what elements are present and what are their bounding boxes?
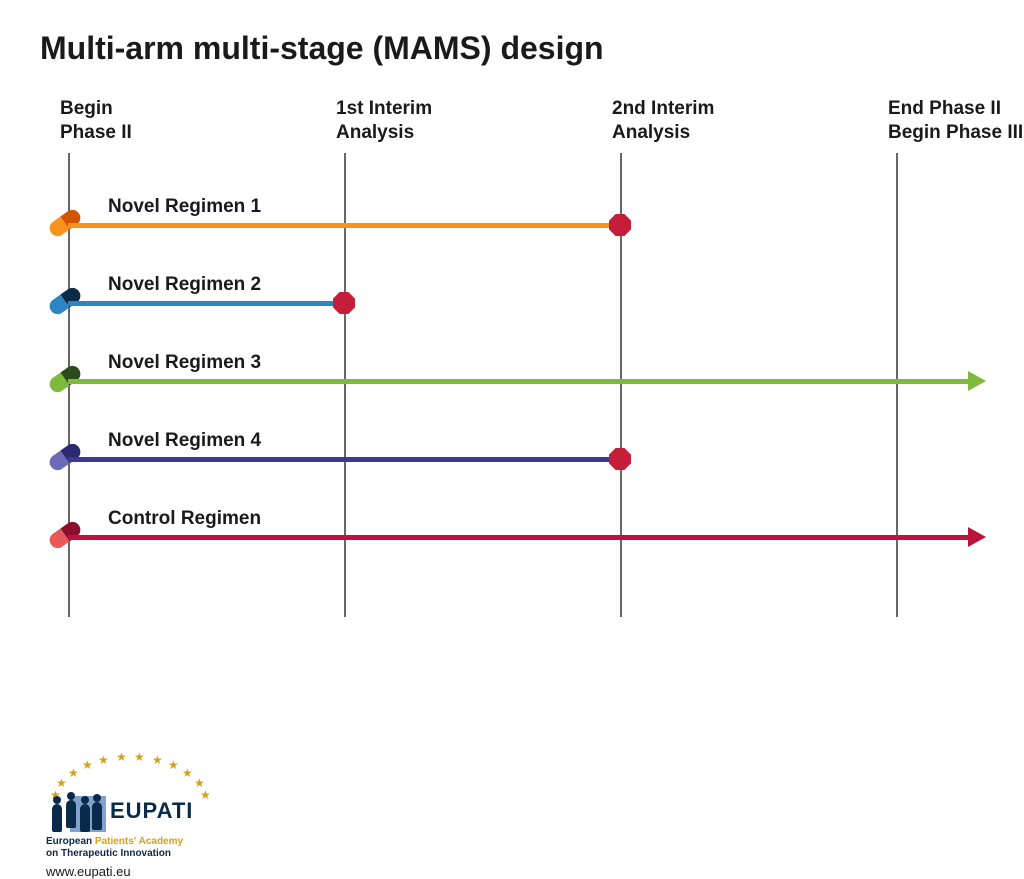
regimen-bar [68,301,344,306]
star-icon: ★ [82,758,93,772]
regimen-label: Novel Regimen 1 [108,196,261,218]
star-icon: ★ [98,753,109,767]
regimen-label: Novel Regimen 4 [108,430,261,452]
star-icon: ★ [152,753,163,767]
regimen-bar [68,223,620,228]
regimen-label: Control Regimen [108,508,261,530]
people-icon [48,790,102,834]
star-icon: ★ [68,766,79,780]
page-title: Multi-arm multi-stage (MAMS) design [40,30,984,67]
star-icon: ★ [56,776,67,790]
regimen-label: Novel Regimen 3 [108,352,261,374]
logo-tagline: European Patients' Academyon Therapeutic… [46,836,183,860]
star-icon: ★ [116,750,127,764]
mams-diagram: Begin Phase II 1st Interim Analysis 2nd In… [40,97,980,617]
regimen-bar [68,535,970,540]
stop-icon [333,292,355,314]
logo-brand: EUPATI [110,798,193,824]
stage-label: 1st Interim Analysis [336,97,432,145]
stop-icon [609,448,631,470]
logo-url: www.eupati.eu [46,864,131,879]
stop-icon [609,214,631,236]
stage-label: 2nd Interim Analysis [612,97,714,145]
arrow-icon [968,371,986,391]
stage-vline [896,153,898,617]
arrow-icon [968,527,986,547]
regimen-label: Novel Regimen 2 [108,274,261,296]
star-icon: ★ [200,788,211,802]
star-icon: ★ [134,750,145,764]
regimen-bar [68,379,970,384]
stage-label: End Phase II Begin Phase III [888,97,1023,145]
regimen-bar [68,457,620,462]
star-icon: ★ [182,766,193,780]
star-icon: ★ [168,758,179,772]
stage-label: Begin Phase II [60,97,132,145]
